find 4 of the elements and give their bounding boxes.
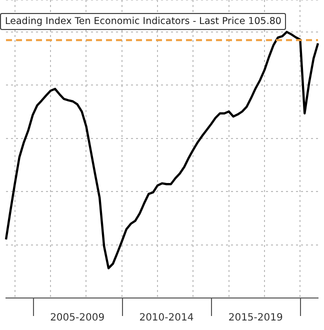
x-tick-label: 2010-2014 — [139, 312, 194, 324]
x-tick-label: 2015-2019 — [228, 312, 283, 324]
chart-title: Leading Index Ten Economic Indicators - Last Price 105.80 — [0, 13, 286, 30]
x-tick-label: 2005-2009 — [50, 312, 105, 324]
